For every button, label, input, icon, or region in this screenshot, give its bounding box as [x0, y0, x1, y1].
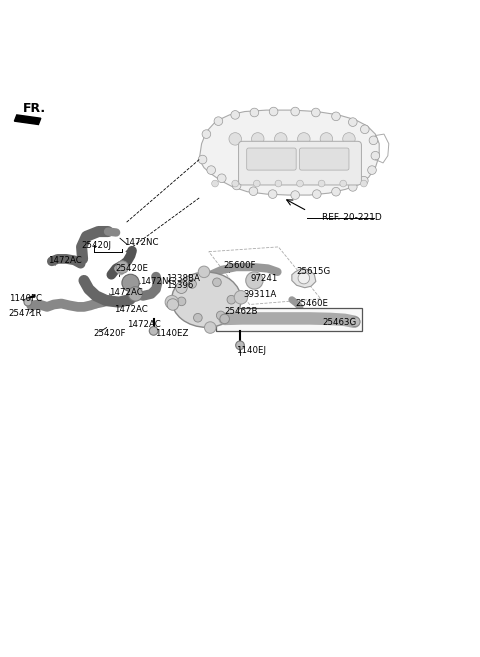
Text: 25615G: 25615G [297, 267, 331, 277]
Circle shape [371, 151, 380, 160]
Circle shape [231, 110, 240, 119]
Circle shape [368, 166, 376, 174]
Circle shape [269, 107, 278, 116]
Text: 1472AC: 1472AC [109, 288, 143, 297]
Circle shape [312, 108, 320, 117]
Text: 1472AC: 1472AC [48, 256, 82, 265]
Text: 1140EZ: 1140EZ [155, 328, 188, 338]
Circle shape [360, 125, 369, 133]
Circle shape [297, 180, 303, 187]
Polygon shape [292, 269, 316, 288]
Circle shape [275, 180, 282, 187]
Circle shape [252, 133, 264, 145]
Circle shape [340, 180, 347, 187]
Circle shape [229, 133, 241, 145]
Circle shape [202, 130, 211, 139]
Circle shape [198, 155, 207, 164]
Circle shape [24, 298, 32, 306]
Circle shape [204, 322, 216, 333]
Circle shape [291, 191, 300, 199]
FancyBboxPatch shape [300, 148, 349, 170]
Text: FR.: FR. [23, 102, 46, 115]
Circle shape [177, 297, 186, 306]
Text: 25462B: 25462B [225, 307, 258, 316]
Circle shape [360, 176, 368, 185]
Circle shape [312, 190, 321, 198]
Circle shape [167, 299, 179, 310]
Circle shape [249, 187, 258, 196]
Circle shape [122, 274, 139, 292]
Circle shape [291, 107, 300, 116]
Ellipse shape [172, 272, 241, 327]
Circle shape [298, 133, 310, 145]
Bar [216, 308, 362, 331]
Text: 97241: 97241 [251, 273, 278, 283]
Circle shape [220, 314, 229, 324]
Circle shape [369, 136, 378, 145]
Circle shape [207, 166, 216, 174]
Circle shape [318, 180, 325, 187]
Circle shape [360, 180, 367, 187]
Text: 1472AC: 1472AC [114, 305, 148, 314]
Circle shape [232, 181, 241, 190]
Text: 25420J: 25420J [82, 241, 111, 250]
Circle shape [268, 190, 277, 198]
Circle shape [193, 313, 202, 322]
Text: REF. 20-221D: REF. 20-221D [322, 214, 381, 222]
Circle shape [250, 108, 259, 117]
Text: 1472NC: 1472NC [140, 277, 175, 286]
Text: 25463G: 25463G [323, 318, 357, 327]
Circle shape [232, 180, 239, 187]
FancyBboxPatch shape [239, 141, 361, 185]
Text: 1472NC: 1472NC [124, 238, 158, 246]
Circle shape [188, 280, 196, 288]
Circle shape [213, 278, 221, 286]
Circle shape [253, 180, 260, 187]
Circle shape [165, 296, 179, 309]
Circle shape [332, 187, 340, 196]
Circle shape [198, 266, 210, 278]
Text: 25471R: 25471R [9, 309, 42, 317]
Polygon shape [14, 115, 41, 124]
Circle shape [350, 317, 360, 327]
Circle shape [246, 272, 263, 289]
Text: 1472AC: 1472AC [127, 320, 161, 329]
Circle shape [332, 112, 340, 121]
Text: 25420E: 25420E [115, 265, 148, 273]
Text: 25420F: 25420F [94, 328, 126, 338]
Circle shape [214, 117, 223, 125]
Circle shape [348, 183, 357, 191]
Circle shape [236, 341, 244, 350]
Circle shape [227, 296, 236, 304]
Text: 25600F: 25600F [223, 261, 256, 269]
Circle shape [234, 290, 248, 304]
Text: 1140EJ: 1140EJ [236, 346, 266, 355]
FancyBboxPatch shape [247, 148, 296, 170]
Circle shape [128, 286, 143, 301]
Text: 1338BA: 1338BA [166, 274, 200, 283]
Polygon shape [199, 110, 379, 195]
Text: 13396: 13396 [166, 281, 193, 290]
Circle shape [217, 174, 226, 183]
Circle shape [343, 133, 355, 145]
Circle shape [216, 311, 225, 320]
Text: 1140FC: 1140FC [9, 294, 42, 304]
Text: 39311A: 39311A [244, 290, 277, 300]
Circle shape [176, 282, 187, 294]
Circle shape [275, 133, 287, 145]
Circle shape [348, 118, 357, 126]
Circle shape [149, 327, 158, 335]
Circle shape [298, 273, 310, 284]
Circle shape [212, 180, 218, 187]
Circle shape [320, 133, 333, 145]
Text: 25460E: 25460E [295, 299, 328, 308]
Circle shape [116, 261, 129, 273]
